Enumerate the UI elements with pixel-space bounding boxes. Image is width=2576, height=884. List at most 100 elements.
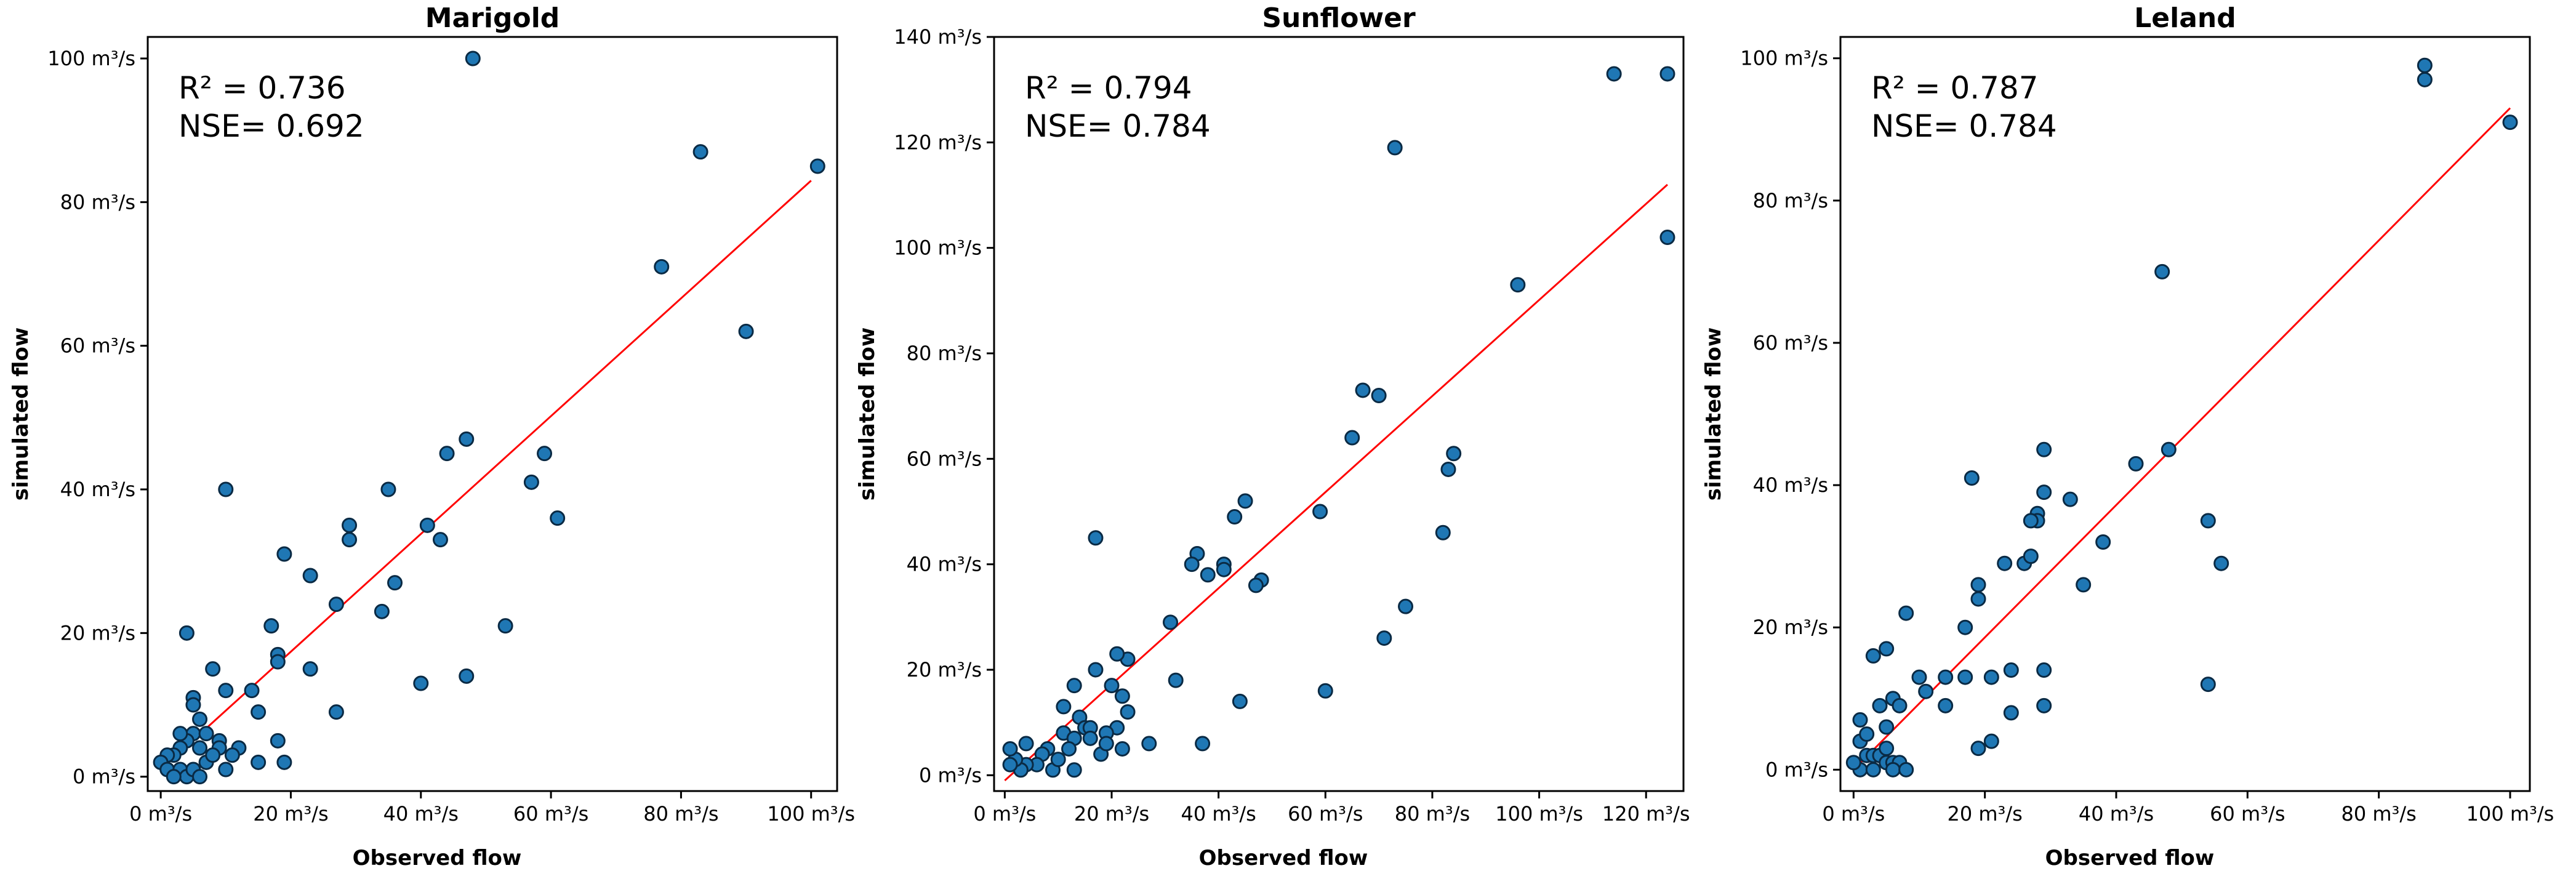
panels: Marigold 0 m³/s 20 m³/s 40 m³/s 60 m³/s 80 m³… [9, 2, 2554, 826]
y-tick-label: 20 m³/s [907, 658, 982, 681]
x-tick-label: 40 m³/s [2079, 802, 2154, 826]
data-point [276, 546, 292, 562]
y-tick-label: 100 m³/s [47, 47, 135, 70]
data-point [1983, 669, 1999, 685]
data-point [2062, 491, 2078, 507]
data-point [205, 747, 221, 763]
data-point [523, 474, 539, 490]
data-point [2154, 263, 2170, 279]
x-tick-label: 80 m³/s [2341, 802, 2416, 826]
y-tick-label: 0 m³/s [1765, 758, 1828, 781]
data-point [692, 144, 708, 160]
data-point [218, 761, 234, 778]
data-point [1957, 669, 1973, 685]
r-squared-label: R² = 0.787 [1871, 70, 2039, 106]
chart-leland: Leland 0 m³/s 20 m³/s 40 m³/s 60 m³/s 80 m³/s… [1701, 2, 2554, 826]
chart-title: Marigold [425, 2, 560, 34]
data-point [1606, 66, 1622, 82]
data-point [244, 683, 260, 699]
y-tick-label: 140 m³/s [894, 25, 982, 49]
x-tick-label: 60 m³/s [2210, 802, 2285, 826]
nse-label: NSE= 0.784 [1871, 108, 2057, 144]
chart-title: Sunflower [1262, 2, 1416, 34]
x-tick-label: 20 m³/s [253, 802, 328, 826]
data-point [380, 481, 396, 497]
data-point [1002, 741, 1018, 757]
x-axis-title-leland: Observed flow [2045, 846, 2215, 870]
y-tick-label: 40 m³/s [907, 553, 982, 576]
data-point [1216, 561, 1232, 577]
data-point [2213, 555, 2229, 571]
x-tick-label: 60 m³/s [1288, 802, 1363, 826]
data-point [2003, 705, 2019, 721]
data-point [432, 532, 448, 548]
data-point [1892, 697, 1908, 713]
x-tick-label: 0 m³/s [973, 802, 1036, 826]
data-point [2095, 534, 2111, 550]
data-point [328, 597, 344, 613]
y-tick-label: 40 m³/s [60, 478, 135, 501]
data-point [198, 726, 214, 742]
data-point [251, 754, 267, 770]
x-tick-label: 20 m³/s [1947, 802, 2022, 826]
r-squared-label: R² = 0.736 [179, 70, 346, 106]
data-point [1446, 446, 1462, 462]
data-point [1104, 678, 1120, 694]
data-point [1938, 669, 1954, 685]
x-tick-label: 20 m³/s [1074, 802, 1149, 826]
data-point [2036, 662, 2052, 678]
data-point [1056, 699, 1072, 715]
data-point [1248, 577, 1264, 593]
data-point [439, 446, 455, 462]
data-point [374, 603, 390, 619]
data-point [1082, 730, 1098, 746]
x-tick-label: 40 m³/s [383, 802, 459, 826]
data-point [1970, 591, 1986, 607]
data-point [1066, 762, 1082, 778]
y-tick-label: 0 m³/s [919, 763, 982, 787]
x-tick-label: 100 m³/s [2466, 802, 2554, 826]
y-tick-label: 20 m³/s [1753, 616, 1828, 639]
data-point [1098, 736, 1114, 752]
data-point [1510, 277, 1526, 293]
data-point [1141, 736, 1157, 752]
data-point [459, 431, 475, 447]
x-tick-label: 0 m³/s [1822, 802, 1885, 826]
data-point [1435, 524, 1451, 540]
y-tick-label: 100 m³/s [1740, 47, 1828, 70]
data-point [1355, 382, 1371, 398]
data-point [1970, 741, 1986, 757]
x-tick-label: 60 m³/s [513, 802, 588, 826]
data-point [1237, 493, 1253, 509]
data-point [1885, 761, 1901, 778]
data-point [809, 158, 825, 174]
nse-label: NSE= 0.692 [179, 108, 364, 144]
data-point [1865, 648, 1881, 664]
data-point [1195, 736, 1211, 752]
x-tick-label: 80 m³/s [1395, 802, 1470, 826]
r-squared-label: R² = 0.794 [1025, 70, 1192, 106]
data-point [550, 510, 566, 526]
data-point [2036, 484, 2052, 500]
data-point [1865, 761, 1881, 778]
data-point [1163, 614, 1179, 630]
data-point [302, 568, 318, 584]
data-point [459, 668, 475, 684]
data-point [1376, 630, 1392, 646]
data-point [328, 704, 344, 720]
plot-frame [146, 36, 838, 792]
data-point [1066, 678, 1082, 694]
data-point [2023, 548, 2039, 565]
data-point [1872, 697, 1888, 713]
data-point [1088, 530, 1104, 546]
y-tick-label: 60 m³/s [907, 447, 982, 470]
data-point [1120, 704, 1136, 720]
data-point [1970, 577, 1986, 593]
y-tick-label: 100 m³/s [894, 236, 982, 260]
data-point [218, 683, 234, 699]
data-point [1387, 140, 1403, 156]
data-point [1050, 752, 1066, 768]
data-point [1168, 672, 1184, 688]
data-point [192, 711, 208, 727]
